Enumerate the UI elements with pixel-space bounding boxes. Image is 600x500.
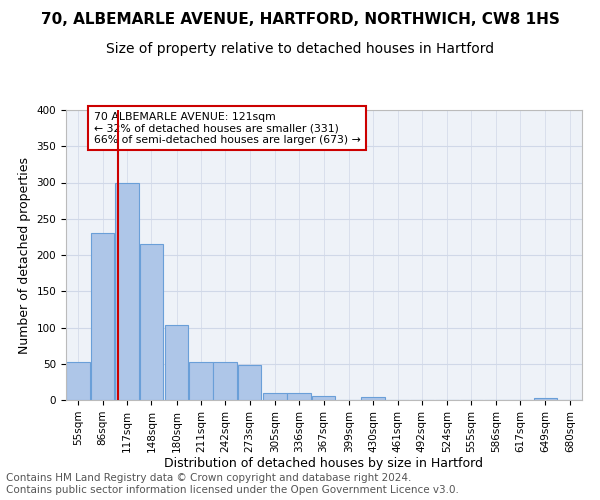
Bar — [67, 362, 90, 400]
Bar — [361, 397, 385, 400]
Text: Contains HM Land Registry data © Crown copyright and database right 2024.
Contai: Contains HM Land Registry data © Crown c… — [6, 474, 459, 495]
Bar — [263, 393, 287, 400]
Bar — [165, 326, 188, 400]
Bar — [140, 244, 163, 400]
Bar — [312, 396, 335, 400]
Bar — [238, 365, 262, 400]
Text: 70, ALBEMARLE AVENUE, HARTFORD, NORTHWICH, CW8 1HS: 70, ALBEMARLE AVENUE, HARTFORD, NORTHWIC… — [41, 12, 559, 28]
Text: 70 ALBEMARLE AVENUE: 121sqm
← 32% of detached houses are smaller (331)
66% of se: 70 ALBEMARLE AVENUE: 121sqm ← 32% of det… — [94, 112, 360, 144]
Y-axis label: Number of detached properties: Number of detached properties — [18, 156, 31, 354]
Bar — [115, 182, 139, 400]
Bar — [189, 362, 212, 400]
Bar — [533, 398, 557, 400]
X-axis label: Distribution of detached houses by size in Hartford: Distribution of detached houses by size … — [164, 458, 484, 470]
Text: Size of property relative to detached houses in Hartford: Size of property relative to detached ho… — [106, 42, 494, 56]
Bar — [287, 393, 311, 400]
Bar — [214, 362, 237, 400]
Bar — [91, 233, 115, 400]
